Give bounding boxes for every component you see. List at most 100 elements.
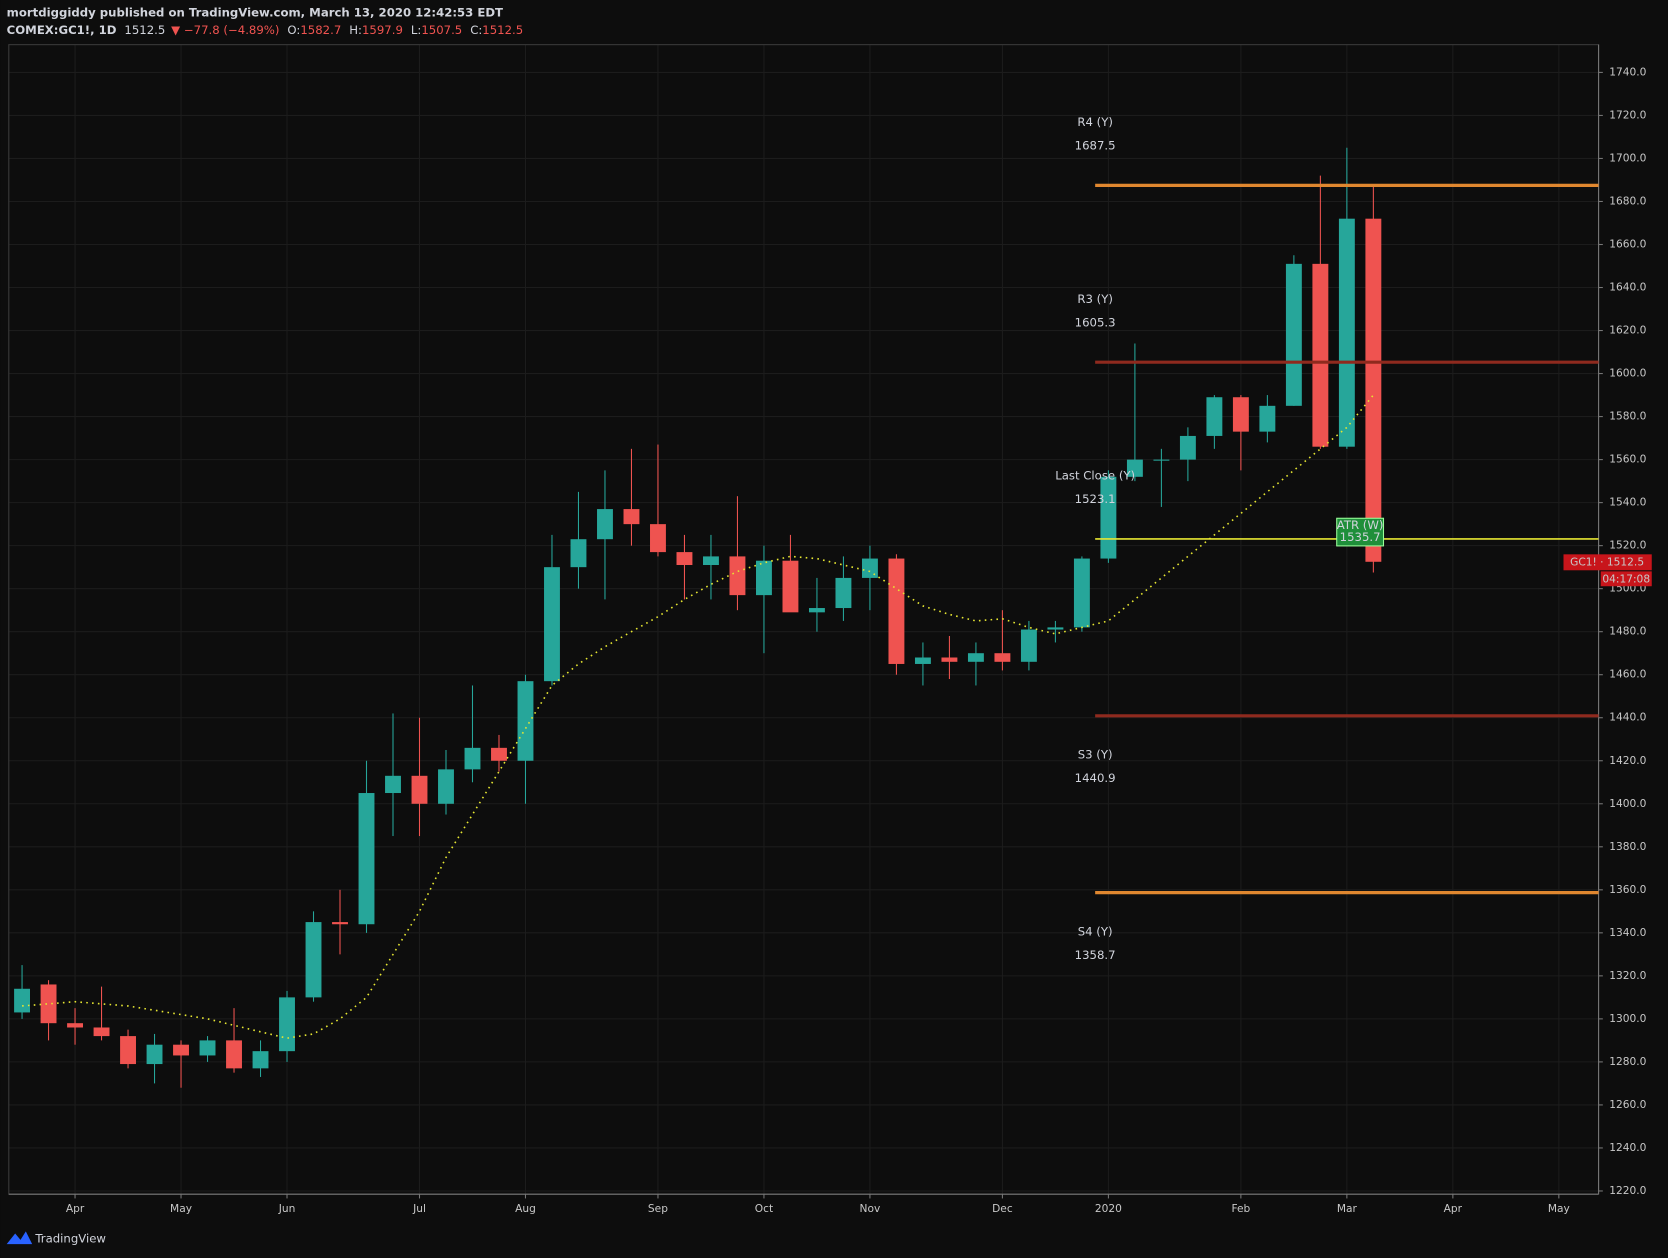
y-tick-label: 1740.0 [1609,65,1646,78]
candle-body [491,747,507,761]
x-tick-label: May [1548,1202,1570,1215]
symbol-line: COMEX:GC1!, 1D 1512.5 ▼ −77.8 (−4.89%) O… [7,22,524,36]
candle-body [914,657,931,664]
marks: R4 (Y) 1687.5 R3 (Y) 1605.3 S3 (Y) 1440.9 S4 (… [14,115,1599,1088]
axes: 1220.0 1240.0 1260.0 1280.0 1300.0 1320.0 1340… [66,65,1652,1215]
x-tick-label: Jun [278,1202,296,1215]
candle-body [1338,218,1355,447]
y-tick-label: 1660.0 [1609,237,1646,250]
y-tick-label: 1420.0 [1609,754,1646,767]
price-tag-text: GC1! · 1512.5 [1570,555,1644,568]
candle-body [1126,459,1143,477]
y-tick-label: 1300.0 [1609,1012,1646,1025]
change: ▼ −77.8 (−4.89%) [171,22,279,36]
candle-body [1232,397,1249,432]
candle-body [226,1040,242,1069]
candle-body [411,775,428,804]
candle-body [941,657,958,662]
y-tick-label: 1680.0 [1609,194,1646,207]
candle-body [1047,627,1064,630]
brand-name: TradingView [34,1231,106,1245]
brand-logo [6,1231,33,1245]
candle-body [1073,558,1090,628]
pivot-name: S4 (Y) [1078,924,1113,938]
y-tick-label: 1320.0 [1609,969,1646,982]
atr-label: ATR (W) [1337,518,1384,532]
y-tick-label: 1540.0 [1609,496,1646,509]
y-tick-label: 1340.0 [1609,926,1646,939]
y-tick-label: 1720.0 [1609,108,1646,121]
x-tick-label: Sep [648,1202,668,1215]
y-tick-label: 1260.0 [1609,1098,1646,1111]
last-price: 1512.5 [124,22,165,36]
candle-body [544,567,560,682]
candle-body [385,775,401,794]
x-tick-label: Aug [515,1202,536,1215]
pivot-name: R3 (Y) [1077,292,1113,306]
candle-body [597,509,613,540]
candle-body [808,608,825,613]
pivot-value: 1687.5 [1075,138,1116,152]
x-tick-label: 2020 [1095,1202,1122,1215]
candle-body [464,747,481,770]
y-tick-label: 1220.0 [1609,1184,1646,1197]
candle-body [570,539,587,568]
candle-body [1206,397,1223,436]
candle-body [861,558,878,578]
candle-body [120,1036,136,1065]
y-tick-label: 1700.0 [1609,151,1646,164]
x-tick-label: Oct [755,1202,773,1215]
y-tick-label: 1640.0 [1609,281,1646,294]
timer-box [1600,571,1652,587]
candle-body [279,997,295,1052]
candle-body [1153,459,1170,461]
y-tick-label: 1600.0 [1609,367,1646,380]
candle-body [650,524,666,553]
candle-body [1259,405,1276,432]
y-tick-label: 1240.0 [1609,1141,1646,1154]
candle-body [1020,629,1037,662]
candle-body [67,1023,83,1028]
candle-body [1179,435,1196,460]
y-tick-label: 1460.0 [1609,668,1646,681]
candle-body [305,922,322,998]
ohlc-value: 1582.7 [300,22,341,36]
y-tick-label: 1520.0 [1609,539,1646,552]
pivot-value: 1358.7 [1075,948,1116,962]
pivot-name: R4 (Y) [1077,115,1113,129]
candle-body [623,509,640,525]
candle-body [14,988,31,1013]
pivot-value: 1605.3 [1075,315,1116,329]
candle-body [93,1027,110,1037]
ohlc-value: 1507.5 [421,22,462,36]
ohlc-label: H: [349,22,362,36]
candle-body [358,793,375,925]
pivot-value: 1523.1 [1075,492,1116,506]
y-tick-label: 1380.0 [1609,840,1646,853]
pivot-name: S3 (Y) [1078,748,1113,762]
atr-box [1336,517,1385,547]
candle-body [1285,263,1302,406]
ohlc-label: L: [411,22,421,36]
candle-body [40,984,57,1024]
y-tick-label: 1400.0 [1609,797,1646,810]
x-tick-label: May [170,1202,192,1215]
y-tick-label: 1440.0 [1609,711,1646,724]
author-line: mortdiggiddy published on TradingView.co… [7,5,503,19]
pivot-name: Last Close (Y) [1055,469,1135,483]
candle-body [967,653,984,662]
candle-body [703,556,719,566]
candle-body [173,1044,189,1056]
pivot-value: 1440.9 [1075,771,1116,785]
x-tick-label: Dec [992,1202,1013,1215]
price-tag [1563,554,1652,571]
y-tick-label: 1360.0 [1609,883,1646,896]
candle-body [835,577,852,609]
candle-body [517,681,534,761]
x-tick-label: Apr [1444,1202,1463,1215]
x-tick-label: Nov [860,1202,881,1215]
ohlc-label: C: [470,22,482,36]
candle-body [438,769,454,804]
